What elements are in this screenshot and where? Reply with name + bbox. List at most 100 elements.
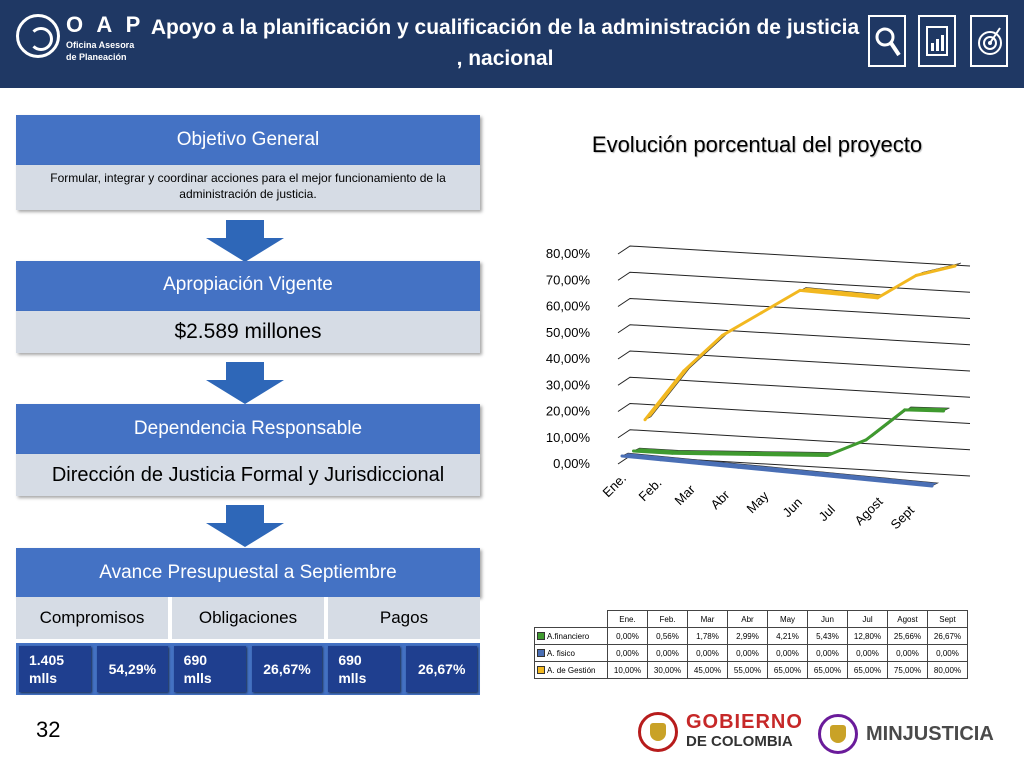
data-point xyxy=(953,264,957,268)
y-tick-label: 70,00% xyxy=(546,272,591,287)
table-cell: 65,00% xyxy=(767,661,808,679)
grid-line xyxy=(617,376,971,398)
minjusticia-logo: MINJUSTICIA xyxy=(818,714,994,754)
data-point xyxy=(775,469,779,473)
y-tick-label: 80,00% xyxy=(546,246,591,261)
grid-line xyxy=(617,324,971,346)
grid-line xyxy=(617,429,971,451)
pagos-label: Pagos xyxy=(379,608,429,627)
avance-labels-row: Compromisos Obligaciones Pagos xyxy=(16,597,480,639)
x-tick-label: May xyxy=(744,488,772,516)
minjusticia-text: MINJUSTICIA xyxy=(866,722,994,745)
header-bar: O A P Oficina Asesora de Planeación Apoy… xyxy=(0,0,1024,88)
avance-heading: Avance Presupuestal a Septiembre xyxy=(16,548,480,597)
table-cell: 12,80% xyxy=(847,627,888,645)
x-tick-label: Sept xyxy=(888,502,918,532)
magnifier-icon[interactable] xyxy=(868,15,906,67)
table-cell: 0,00% xyxy=(727,644,768,662)
x-tick-label: Jul xyxy=(816,502,838,524)
table-cell: 0,00% xyxy=(807,644,848,662)
data-point xyxy=(825,453,829,457)
pagos-amount: 690 mlls xyxy=(328,646,401,692)
table-cell: 26,67% xyxy=(927,627,968,645)
grid-line xyxy=(617,350,971,372)
table-cell: 0,00% xyxy=(607,644,648,662)
document-chart-icon[interactable] xyxy=(918,15,956,67)
data-point xyxy=(787,453,790,457)
data-point xyxy=(721,333,724,337)
x-tick-label: Agost xyxy=(852,494,886,528)
table-header-cell: Mar xyxy=(687,610,728,628)
data-point xyxy=(709,452,713,456)
gobierno-logo: GOBIERNO DE COLOMBIA xyxy=(638,712,803,752)
table-cell: 2,99% xyxy=(727,627,768,645)
table-cell: 0,00% xyxy=(927,644,968,662)
table-row: A. fisico 0,00% 0,00% 0,00% 0,00% 0,00% 0,00% 0… xyxy=(534,644,968,662)
data-point xyxy=(670,451,674,455)
x-tick-label: Abr xyxy=(708,487,733,512)
data-point xyxy=(942,409,945,413)
table-row-label: A.financiero xyxy=(534,627,608,645)
data-point xyxy=(864,438,868,442)
x-tick-label: Mar xyxy=(672,481,699,508)
gobierno-line2: DE COLOMBIA xyxy=(686,733,793,750)
line-chart: 0,00% 10,00% 20,00% 30,00% 40,00% 50,00% 60,00… xyxy=(546,245,971,532)
data-point xyxy=(891,480,895,484)
dependencia-value: Dirección de Justicia Formal y Jurisdicc… xyxy=(16,454,480,496)
grid-line xyxy=(617,271,971,293)
table-cell: 4,21% xyxy=(767,627,808,645)
data-point xyxy=(736,465,740,469)
x-tick-label: Ene. xyxy=(600,471,630,501)
data-point xyxy=(876,296,879,300)
y-tick-label: 20,00% xyxy=(546,404,591,419)
table-cell: 0,00% xyxy=(767,644,808,662)
obligaciones-label: Obligaciones xyxy=(172,597,328,639)
data-point xyxy=(914,273,918,277)
gobierno-line1: GOBIERNO xyxy=(686,711,803,733)
arrow-down-icon xyxy=(206,362,284,404)
table-cell: 1,78% xyxy=(687,627,728,645)
apropiacion-heading: Apropiación Vigente xyxy=(16,261,480,311)
chart-title: Evolución porcentual del proyecto xyxy=(591,132,923,157)
table-cell: 0,00% xyxy=(647,644,688,662)
compromisos-amount: 1.405 mlls xyxy=(19,646,91,692)
table-header-cell: Jun xyxy=(807,610,848,628)
table-cell: 0,00% xyxy=(847,644,888,662)
arrow-down-icon xyxy=(206,505,284,547)
table-cell: 0,00% xyxy=(687,644,728,662)
data-point xyxy=(682,369,686,373)
compromisos-percent: 54,29% xyxy=(97,646,168,692)
table-header-row: Ene. Feb. Mar Abr May Jun Jul Agost Sept xyxy=(535,610,968,628)
table-cell: 65,00% xyxy=(847,661,888,679)
data-point xyxy=(632,449,635,453)
data-point xyxy=(837,292,841,296)
data-point xyxy=(853,477,856,480)
page-number: 32 xyxy=(36,717,61,742)
data-point xyxy=(698,462,701,465)
table-cell: 5,43% xyxy=(807,627,848,645)
table-header-cell: Jul xyxy=(847,610,888,628)
logo-subtitle: Oficina Asesora de Planeación xyxy=(66,40,135,62)
colombia-seal-icon xyxy=(638,712,678,752)
table-cell: 0,00% xyxy=(607,627,648,645)
table-cell: 75,00% xyxy=(887,661,928,679)
table-header-cell: Sept xyxy=(927,610,968,628)
table-header-cell: Abr xyxy=(727,610,768,628)
legend-swatch-icon xyxy=(537,649,545,658)
data-point xyxy=(659,458,663,462)
table-row-label: A. de Gestión xyxy=(534,661,608,679)
target-icon[interactable] xyxy=(970,15,1008,67)
table-cell: 25,66% xyxy=(887,627,928,645)
table-row: A.financiero 0,00% 0,56% 1,78% 2,99% 4,21% 5,4… xyxy=(534,627,968,645)
objetivo-heading: Objetivo General xyxy=(16,115,480,165)
table-header-cell: Ene. xyxy=(607,610,648,628)
table-header-cell: May xyxy=(767,610,808,628)
grid-line xyxy=(617,245,971,267)
table-cell: 0,00% xyxy=(887,644,928,662)
series-ribbon xyxy=(632,406,950,456)
y-tick-label: 0,00% xyxy=(553,456,590,471)
table-header-cell: Feb. xyxy=(647,610,688,628)
data-point xyxy=(903,408,907,412)
y-tick-label: 60,00% xyxy=(546,299,591,314)
data-point xyxy=(814,473,818,477)
